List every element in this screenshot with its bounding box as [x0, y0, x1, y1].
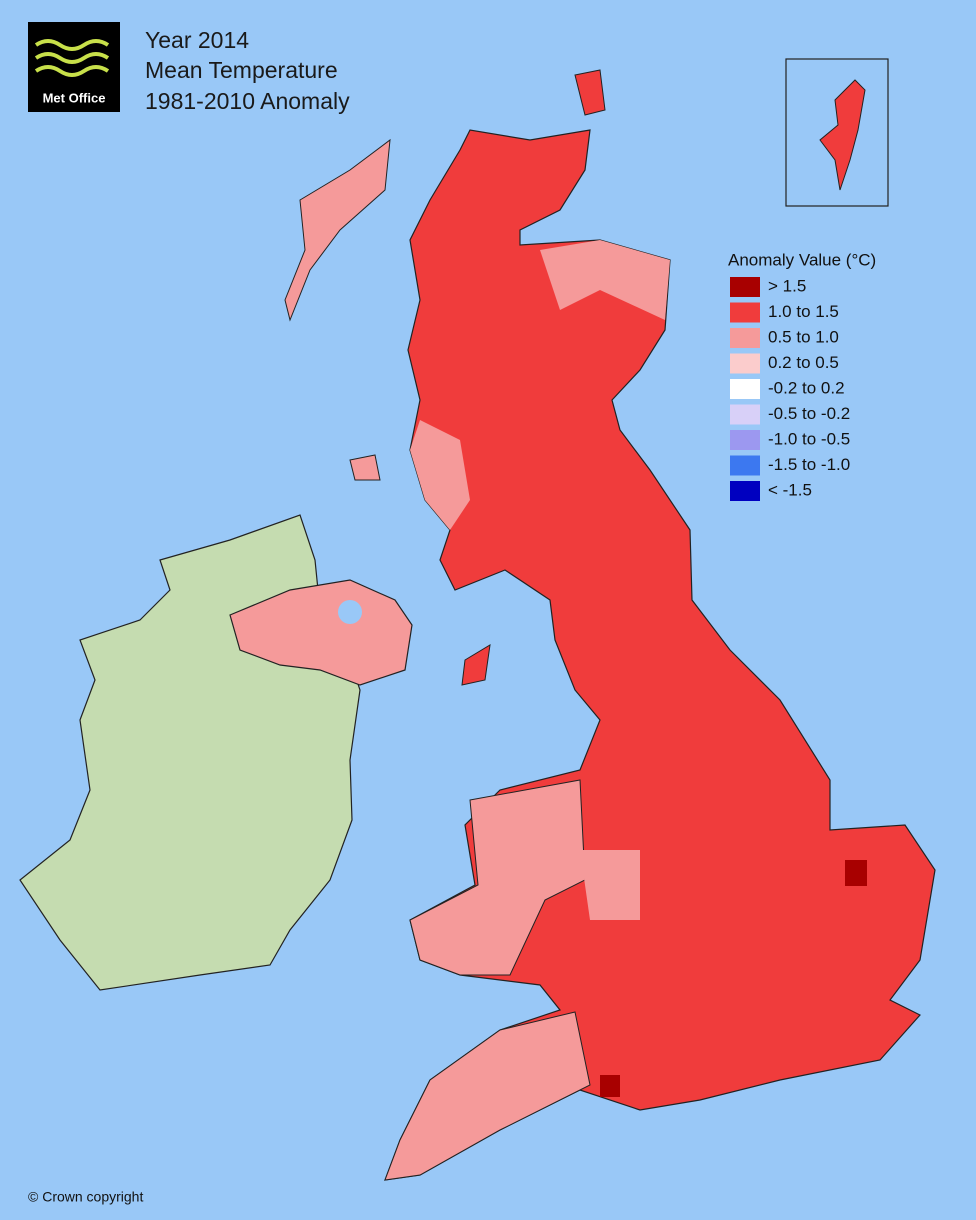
midlands-patch [580, 850, 640, 920]
legend-swatch [730, 328, 760, 348]
legend: > 1.5 1.0 to 1.5 0.5 to 1.0 0.2 to 0.5 -0.2 … [730, 276, 850, 501]
legend-swatch [730, 302, 760, 323]
argyll [410, 420, 470, 530]
logo-text: Met Office [43, 90, 106, 105]
inset-box [785, 58, 889, 207]
legend-swatch [730, 455, 760, 476]
legend-swatch [730, 430, 760, 450]
islay [349, 454, 381, 481]
hot-patch [845, 860, 867, 886]
legend-label: 1.0 to 1.5 [768, 302, 839, 321]
title-line: Year 2014 [145, 27, 249, 53]
legend-label: 0.2 to 0.5 [768, 353, 839, 372]
lough-neagh [338, 600, 362, 624]
legend-swatch [730, 379, 760, 399]
copyright: © Crown copyright [28, 1189, 143, 1205]
title-line: Mean Temperature [145, 57, 338, 83]
hot-patch [600, 1075, 620, 1097]
south-west [384, 1011, 591, 1181]
legend-label: -1.5 to -1.0 [768, 455, 850, 474]
legend-label: -1.0 to -0.5 [768, 429, 850, 448]
legend-label: > 1.5 [768, 276, 806, 295]
shetland [819, 79, 866, 191]
outer-hebrides [284, 138, 391, 322]
legend-title: Anomaly Value (°C) [728, 250, 876, 269]
legend-swatch [730, 277, 760, 297]
legend-swatch [730, 353, 760, 374]
legend-label: < -1.5 [768, 480, 812, 499]
legend-label: 0.5 to 1.0 [768, 327, 839, 346]
northern-ireland [229, 579, 413, 686]
legend-swatch [730, 404, 760, 425]
orkney [574, 69, 606, 116]
logo-waves [34, 39, 110, 77]
isle-of-man [461, 644, 491, 686]
legend-label: -0.5 to -0.2 [768, 404, 850, 423]
title-line: 1981-2010 Anomaly [145, 88, 350, 114]
aberdeenshire [540, 240, 670, 320]
legend-swatch [730, 481, 760, 501]
wales [409, 779, 586, 976]
legend-label: -0.2 to 0.2 [768, 378, 845, 397]
